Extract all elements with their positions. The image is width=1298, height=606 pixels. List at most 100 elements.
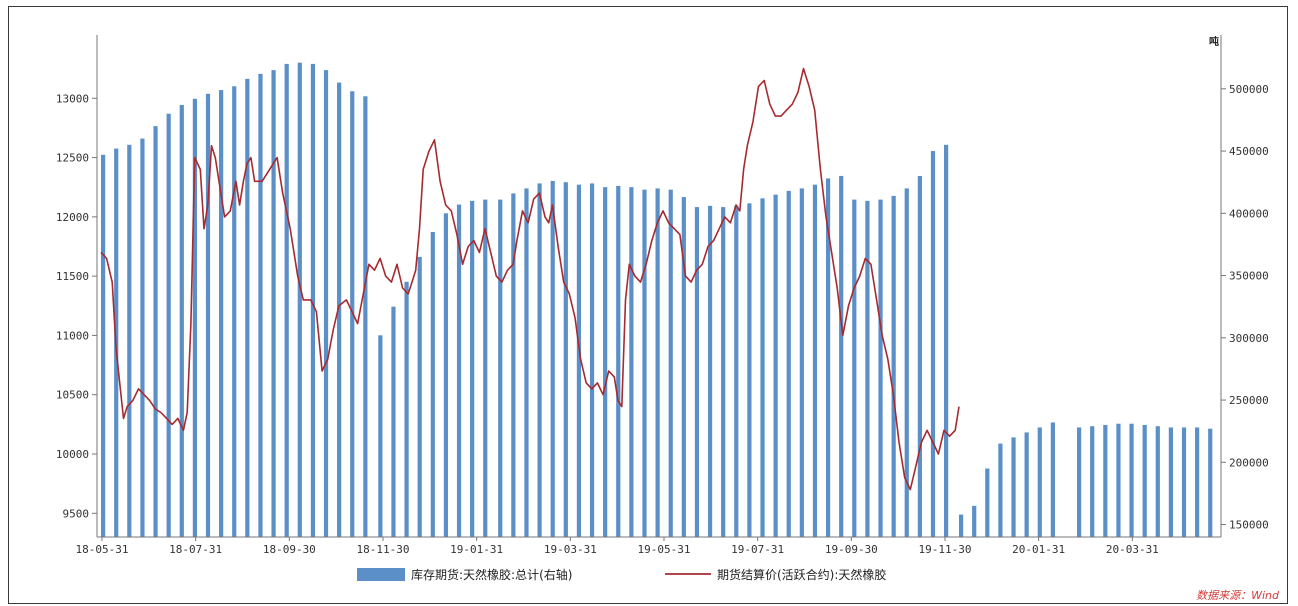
legend-label-bar: 库存期货:天然橡胶:总计(右轴) <box>411 567 572 582</box>
x-tick-label: 19-05-31 <box>638 543 691 556</box>
bar <box>498 199 503 538</box>
bar <box>603 187 608 537</box>
bar <box>972 505 977 537</box>
left-tick-label: 11000 <box>56 329 89 342</box>
bar <box>417 256 422 537</box>
bar <box>310 63 316 538</box>
bar <box>391 306 396 537</box>
bar <box>865 200 870 537</box>
bar <box>284 63 289 538</box>
right-tick-label: 150000 <box>1229 519 1269 532</box>
bar <box>799 188 804 537</box>
bar <box>271 70 276 537</box>
bar <box>563 182 568 538</box>
x-tick-label: 18-09-30 <box>263 543 316 556</box>
bar <box>232 86 237 537</box>
bar <box>747 203 752 537</box>
bar <box>1142 424 1147 537</box>
bar <box>773 194 778 537</box>
bar <box>694 207 700 537</box>
bar <box>153 126 158 538</box>
source-note: 数据来源：Wind <box>1196 589 1280 602</box>
bar <box>537 183 542 538</box>
bar <box>363 96 368 538</box>
bar <box>323 70 329 537</box>
bar <box>1077 427 1082 537</box>
bar <box>825 178 831 537</box>
bar <box>576 184 582 538</box>
chart-frame: 9500 10000 10500 11000 11500 12000 12500 13000 1… <box>8 6 1288 604</box>
bar <box>1090 426 1095 537</box>
price-line <box>100 67 960 491</box>
bar <box>140 138 145 537</box>
bar <box>891 195 896 537</box>
bar <box>760 198 765 538</box>
bar <box>550 180 555 537</box>
right-tick-label: 200000 <box>1229 456 1269 469</box>
bar <box>350 91 355 537</box>
bar <box>511 193 516 537</box>
left-tick-label: 9500 <box>63 507 90 520</box>
right-axis-unit: 吨 <box>1209 35 1219 48</box>
bar <box>1195 427 1200 537</box>
bar <box>642 189 647 537</box>
bar <box>616 185 621 537</box>
bar <box>1181 427 1187 537</box>
bar <box>917 175 922 537</box>
bar <box>930 151 936 538</box>
left-tick-label: 13000 <box>56 92 89 105</box>
bar <box>985 468 990 537</box>
bar <box>1050 422 1055 537</box>
bar <box>734 205 739 537</box>
chart-svg: 9500 10000 10500 11000 11500 12000 12500 13000 1… <box>56 35 1280 602</box>
bar <box>1011 437 1016 537</box>
x-tick-label: 19-03-31 <box>544 543 597 556</box>
bar <box>456 204 462 537</box>
left-tick-label: 12000 <box>56 211 89 224</box>
x-tick-label: 19-11-30 <box>919 543 972 556</box>
right-tick-label: 400000 <box>1229 207 1269 220</box>
legend: 库存期货:天然橡胶:总计(右轴) 期货结算价(活跃合约):天然橡胶 <box>357 567 886 582</box>
bar <box>166 113 171 537</box>
bar <box>337 82 342 537</box>
bar-series <box>101 62 1213 538</box>
bar <box>958 514 964 537</box>
bar <box>1037 427 1042 537</box>
bar <box>786 190 791 537</box>
right-tick-label: 300000 <box>1229 332 1269 345</box>
bar <box>1116 423 1121 537</box>
left-tick-label: 11500 <box>56 270 89 283</box>
bar <box>681 197 686 538</box>
bar <box>904 188 909 537</box>
bar <box>878 199 883 538</box>
bar <box>721 207 726 537</box>
right-tick-label: 450000 <box>1229 145 1269 158</box>
bar <box>404 281 409 537</box>
x-tick-label: 18-11-30 <box>357 543 410 556</box>
bar <box>297 62 302 537</box>
bar <box>378 335 383 537</box>
bar <box>127 144 132 537</box>
bar <box>812 184 818 538</box>
bar <box>1168 427 1173 537</box>
bar <box>1208 428 1213 537</box>
x-tick-label: 20-01-31 <box>1012 543 1065 556</box>
bar <box>470 200 475 537</box>
bar <box>101 154 106 537</box>
bar <box>839 175 844 537</box>
x-tick-label: 20-03-31 <box>1106 543 1159 556</box>
line-series <box>100 67 960 491</box>
bar <box>524 188 529 537</box>
bar <box>668 189 673 537</box>
x-tick-label: 19-01-31 <box>450 543 503 556</box>
right-tick-label: 350000 <box>1229 270 1269 283</box>
legend-swatch-bar <box>357 568 405 581</box>
bar <box>258 73 263 538</box>
bar <box>205 93 211 537</box>
bar <box>245 78 250 537</box>
bar <box>589 183 595 538</box>
bar <box>443 213 449 538</box>
x-tick-label: 19-09-30 <box>825 543 878 556</box>
bar <box>430 231 435 537</box>
bar <box>192 98 197 537</box>
